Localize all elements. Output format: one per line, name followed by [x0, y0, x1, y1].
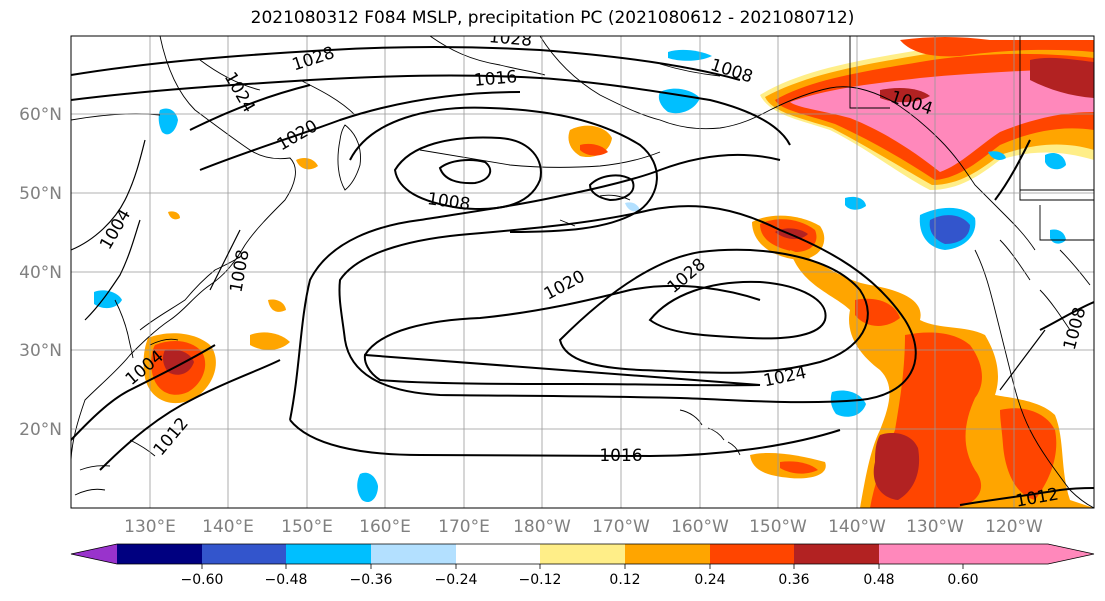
- colorbar-label: 0.36: [778, 572, 809, 588]
- isobars: [71, 46, 1094, 506]
- lat-label: 30°N: [19, 341, 62, 361]
- colorbar-swatch: [286, 544, 371, 564]
- colorbar-label: −0.60: [181, 572, 224, 588]
- colorbar-swatch: [117, 544, 202, 564]
- isobar-label: 1012: [1014, 484, 1060, 511]
- lat-label: 60°N: [19, 105, 62, 125]
- lon-label: 170°E: [438, 517, 490, 537]
- colorbar-label: −0.48: [265, 572, 308, 588]
- longitude-labels: 130°E 140°E 150°E 160°E 170°E 180°W 170°…: [124, 517, 1043, 537]
- isobars-thin: [71, 139, 1046, 391]
- lon-label: 160°W: [671, 517, 729, 537]
- colorbar-swatch: [456, 544, 540, 564]
- isobar-label: 1016: [473, 67, 518, 91]
- colorbar: −0.60 −0.48 −0.36 −0.24 −0.12 0.12 0.24 …: [70, 543, 1095, 588]
- precipitation-fill: [94, 37, 1094, 508]
- map-panel: 1028 1024 1020 1016 1008 1008 1004 1004 …: [71, 27, 1094, 511]
- lon-label: 130°E: [124, 517, 176, 537]
- lon-label: 140°W: [828, 517, 886, 537]
- isobar-label: 1028: [488, 27, 533, 51]
- colorbar-label: −0.24: [435, 572, 478, 588]
- map-inset-borders: [849, 36, 1094, 241]
- colorbar-swatch: [625, 544, 710, 564]
- colorbar-label: −0.36: [350, 572, 393, 588]
- lon-label: 140°E: [202, 517, 254, 537]
- colorbar-swatch: [202, 544, 286, 564]
- colorbar-swatch: [540, 544, 625, 564]
- graticule: [71, 36, 1094, 508]
- colorbar-swatch: [879, 544, 963, 564]
- lon-label: 160°E: [359, 517, 411, 537]
- colorbar-label: 0.48: [863, 572, 894, 588]
- lon-label: 130°W: [906, 517, 964, 537]
- colorbar-extend-high: [963, 544, 1094, 564]
- colorbar-label: −0.12: [519, 572, 562, 588]
- lon-label: 120°W: [985, 517, 1043, 537]
- lat-label: 20°N: [19, 420, 62, 440]
- colorbar-swatch: [710, 544, 794, 564]
- colorbar-swatch: [794, 544, 879, 564]
- coastlines: [71, 36, 1094, 508]
- lon-label: 150°W: [749, 517, 807, 537]
- lon-label: 170°W: [592, 517, 650, 537]
- colorbar-label: 0.60: [947, 572, 978, 588]
- lon-label: 150°E: [281, 517, 333, 537]
- lat-label: 40°N: [19, 263, 62, 283]
- lat-label: 50°N: [19, 184, 62, 204]
- colorbar-extend-low: [71, 544, 117, 564]
- map-title: 2021080312 F084 MSLP, precipitation PC (…: [250, 8, 855, 28]
- colorbar-swatch: [371, 544, 456, 564]
- map-frame: [70, 35, 1095, 509]
- latitude-labels: 60°N 50°N 40°N 30°N 20°N: [19, 105, 62, 440]
- colorbar-label: 0.24: [694, 572, 725, 588]
- isobar-label: 1016: [599, 446, 642, 466]
- lon-label: 180°W: [513, 517, 571, 537]
- colorbar-label: 0.12: [609, 572, 640, 588]
